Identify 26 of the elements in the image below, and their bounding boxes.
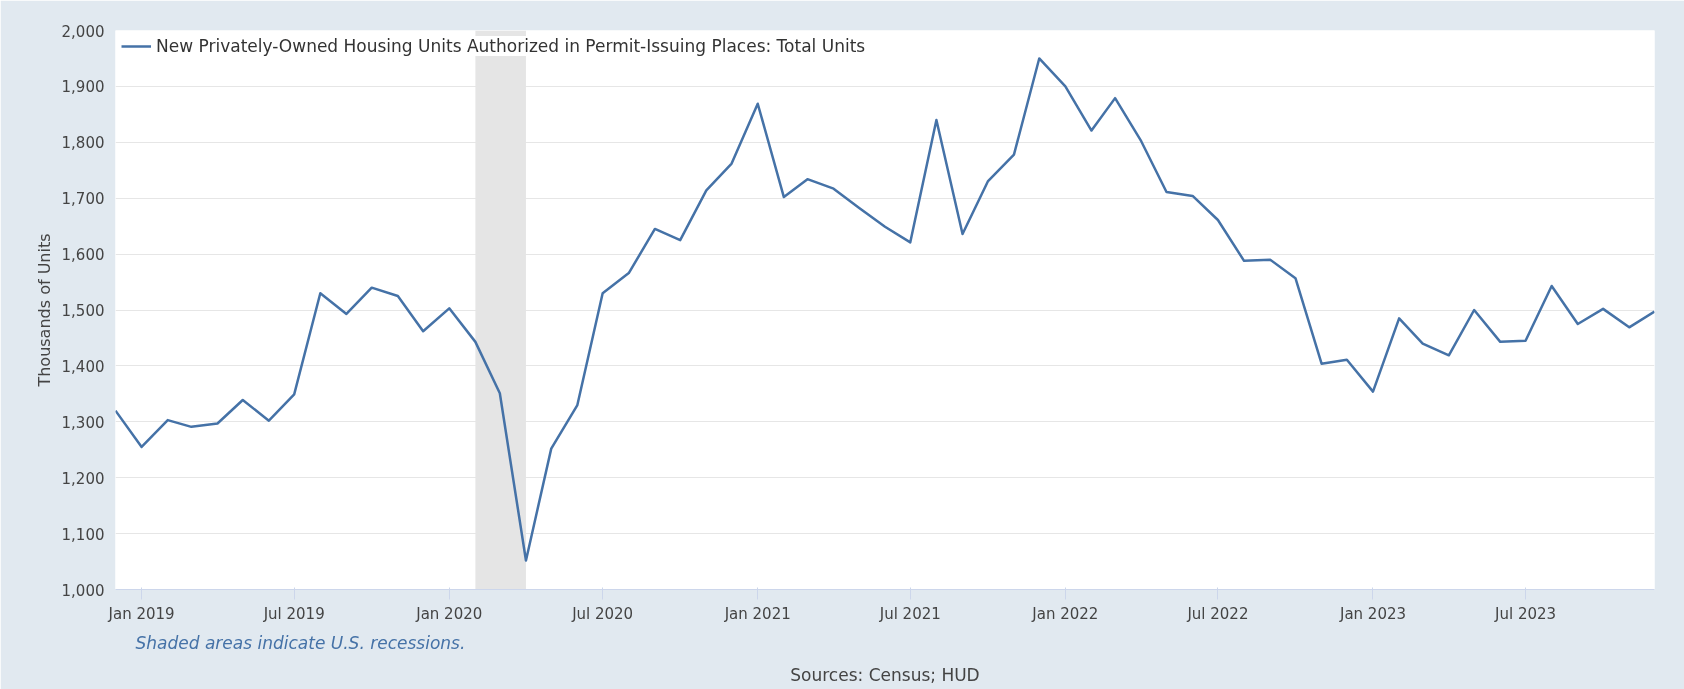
y-axis-title: Thousands of Units <box>34 233 54 388</box>
x-tick-label: Jul 2021 <box>878 604 941 623</box>
x-tick-label: Jul 2023 <box>1494 604 1557 623</box>
y-tick-label: 2,000 <box>61 22 105 41</box>
x-tick-label: Jan 2019 <box>107 604 175 623</box>
x-tick-label: Jan 2020 <box>415 604 483 623</box>
y-tick-label: 1,600 <box>61 246 105 265</box>
x-tick-label: Jan 2022 <box>1031 604 1099 623</box>
y-tick-label: 1,900 <box>61 78 105 97</box>
x-tick-label: Jul 2019 <box>262 604 325 623</box>
x-tick-label: Jul 2020 <box>571 604 634 623</box>
legend-label: New Privately-Owned Housing Units Authorized in Permit-Issuing Places: Total Units <box>156 36 866 56</box>
y-tick-label: 1,500 <box>61 302 105 320</box>
y-tick-label: 1,200 <box>61 469 105 488</box>
y-tick-label: 1,000 <box>61 581 105 600</box>
x-tick-label: Jul 2022 <box>1186 604 1249 623</box>
x-tick-label: Jan 2021 <box>723 604 791 623</box>
y-tick-label: 1,700 <box>61 190 105 209</box>
text: Shaded areas indicate U.S. recessions. <box>135 632 466 653</box>
y-tick-label: 1,400 <box>61 357 105 376</box>
y-tick-label: 1,800 <box>61 134 105 153</box>
x-tick-label: Jan 2023 <box>1338 604 1407 623</box>
y-tick-label: 1,100 <box>61 525 105 544</box>
source-note: Sources: Census; HUD <box>790 664 980 685</box>
y-tick-label: 1,300 <box>61 413 105 432</box>
line-series <box>115 57 1655 562</box>
